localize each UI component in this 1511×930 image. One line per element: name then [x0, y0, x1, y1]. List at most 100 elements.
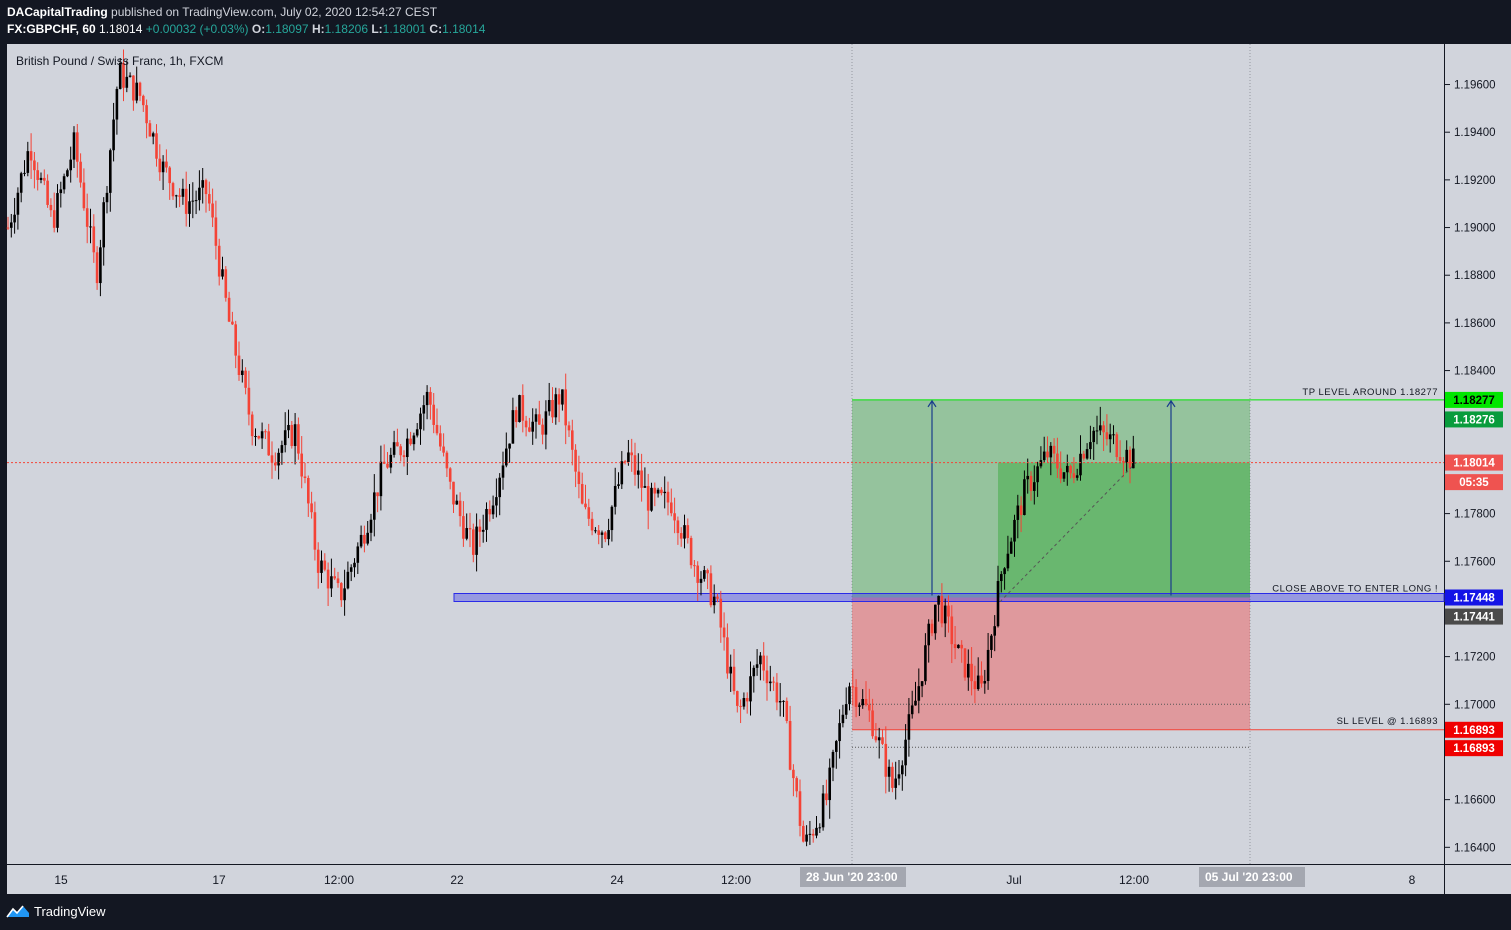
candle-body	[346, 571, 350, 589]
candle-body	[1029, 475, 1033, 491]
candle-body	[145, 105, 148, 124]
candle-body	[128, 75, 132, 77]
last-price: 1.18014	[99, 22, 143, 36]
candle-body	[514, 410, 518, 423]
time-range-label: 05 Jul '20 23:00	[1205, 870, 1293, 884]
candle-body	[990, 635, 993, 650]
candle-body	[165, 161, 168, 168]
tradingview-logo-icon[interactable]	[6, 903, 30, 919]
price-tick-label: 1.19600	[1454, 80, 1496, 92]
candle-body	[422, 405, 426, 414]
open-label: O:	[251, 22, 266, 36]
candle-body	[1075, 475, 1079, 478]
candle-body	[874, 736, 878, 741]
candle-body	[762, 655, 765, 671]
low-value: 1.18001	[382, 22, 427, 36]
candle-body	[188, 201, 191, 214]
candle-body	[99, 247, 102, 284]
candle-body	[6, 227, 10, 229]
candle-body	[118, 63, 122, 89]
candle-body	[930, 623, 934, 634]
ohlc-line: FX:GBPCHF, 60 1.18014 +0.00032 (+0.03%) …	[7, 22, 485, 36]
time-tick-label: 8	[1409, 873, 1416, 887]
candle-body	[673, 513, 676, 521]
candle-body	[353, 562, 356, 568]
candle-body	[46, 180, 49, 205]
open-profit-zone	[998, 462, 1250, 598]
candle-body	[379, 461, 383, 497]
candle-body	[1092, 430, 1095, 443]
candle-body	[442, 446, 445, 453]
tradingview-brand[interactable]: TradingView	[34, 904, 106, 919]
candle-body	[373, 492, 376, 520]
candle-body	[1052, 445, 1056, 454]
candle-body	[759, 655, 762, 665]
candle-body	[112, 119, 115, 151]
candle-body	[158, 158, 162, 173]
candle-body	[1019, 505, 1023, 515]
price-tick-label: 1.16600	[1454, 795, 1496, 807]
candle-body	[49, 204, 53, 211]
candle-body	[828, 767, 831, 801]
candles	[6, 49, 1135, 847]
author-name[interactable]: DACapitalTrading	[7, 5, 108, 19]
price-axis-badge	[1445, 474, 1503, 491]
candle-body	[333, 576, 336, 579]
price-tick-label: 1.19200	[1454, 175, 1496, 187]
candle-body	[274, 462, 277, 466]
candle-body	[465, 528, 468, 539]
candle-body	[650, 487, 653, 511]
price-axis-badge	[1445, 411, 1503, 428]
candle-body	[640, 470, 643, 488]
candle-body	[524, 420, 528, 428]
candle-body	[313, 512, 317, 550]
candle-body	[960, 644, 963, 649]
candle-body	[376, 492, 379, 497]
candle-body	[726, 637, 729, 674]
time-range-badge	[800, 867, 906, 887]
candle-body	[277, 452, 280, 466]
candle-body	[1115, 434, 1119, 458]
candle-body	[89, 226, 92, 228]
candle-body	[1072, 473, 1076, 478]
price-axis-badge-label: 1.17448	[1453, 593, 1495, 605]
candle-body	[151, 133, 155, 137]
candle-body	[297, 424, 300, 454]
candle-body	[270, 455, 274, 463]
time-tick-label: 15	[54, 873, 68, 887]
candle-body	[841, 714, 845, 724]
candle-body	[1009, 541, 1013, 554]
price-axis-badge-label: 1.18014	[1453, 458, 1495, 470]
plot-background	[7, 44, 1444, 864]
candle-body	[155, 133, 158, 159]
candle-body	[488, 508, 492, 515]
candle-body	[877, 737, 881, 741]
candle-body	[425, 391, 429, 406]
candle-body	[142, 95, 145, 106]
time-tick-label: 22	[450, 873, 464, 887]
candle-body	[135, 82, 138, 101]
candle-body	[201, 180, 204, 188]
candle-body	[389, 454, 393, 468]
candle-body	[1128, 449, 1132, 469]
price-chart[interactable]: TP LEVEL AROUND 1.18277 CLOSE ABOVE TO EN…	[0, 0, 1511, 894]
candle-body	[244, 370, 247, 388]
candle-body	[501, 465, 505, 478]
candle-body	[1056, 453, 1059, 469]
chart-header: DACapitalTrading published on TradingVie…	[0, 0, 1511, 44]
candle-body	[1095, 430, 1099, 432]
candle-body	[59, 189, 63, 194]
candle-body	[587, 507, 591, 519]
close-value: 1.18014	[442, 22, 486, 36]
candle-body	[996, 581, 1000, 627]
candle-body	[633, 455, 637, 475]
candle-body	[300, 453, 303, 477]
symbol-label[interactable]: FX:GBPCHF, 60	[7, 22, 96, 36]
candle-body	[785, 700, 789, 721]
candle-body	[716, 596, 719, 599]
candle-body	[815, 827, 818, 836]
high-label: H:	[311, 22, 325, 36]
candle-body	[534, 414, 538, 422]
candle-body	[458, 500, 462, 517]
candle-body	[491, 505, 495, 515]
